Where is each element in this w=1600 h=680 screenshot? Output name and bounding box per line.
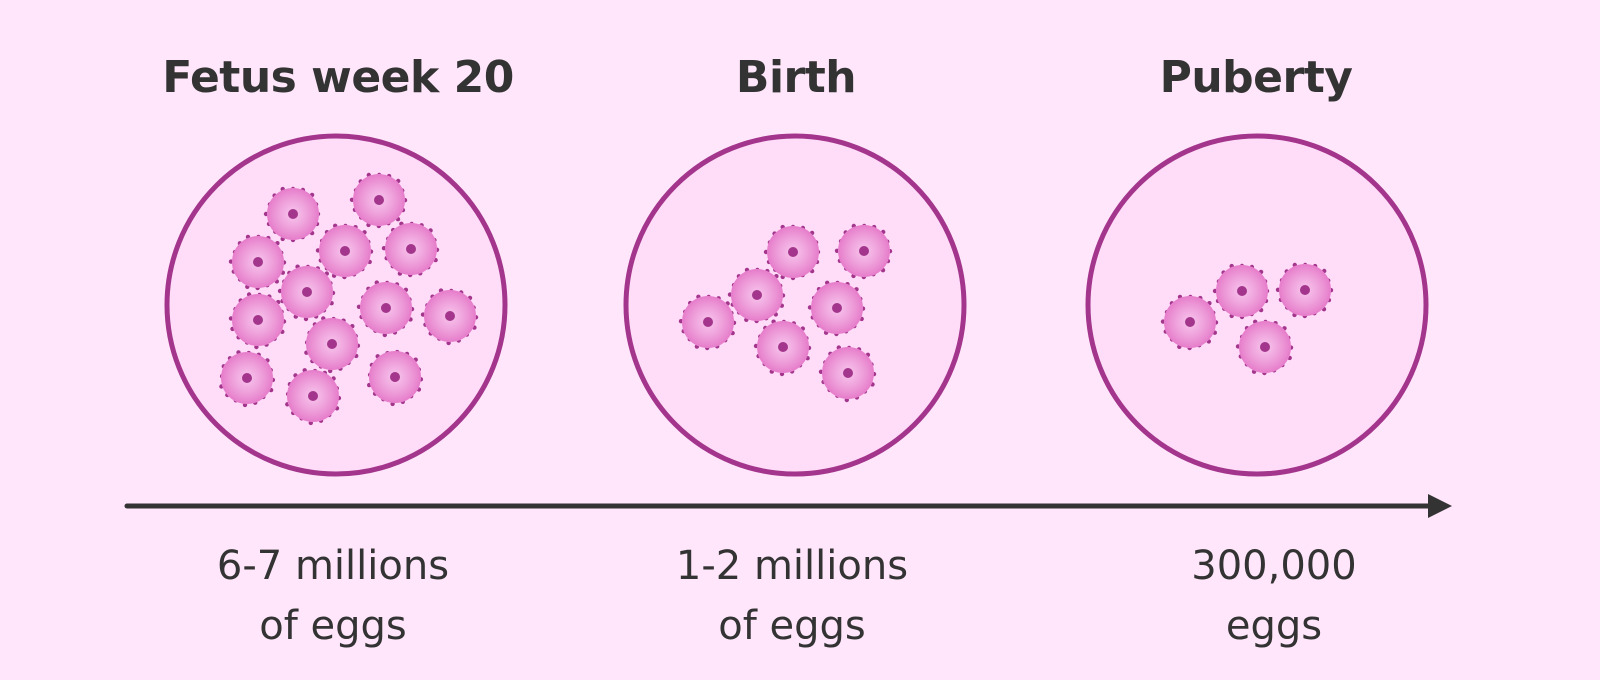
egg-cell [818,345,877,403]
egg-cell [349,172,408,229]
egg-cell [807,280,866,337]
egg-cell [277,264,336,322]
egg-count-puberty: 300,000 eggs [1064,536,1484,656]
egg-count-line-2: eggs [1225,603,1323,649]
egg-cluster-puberty [1160,262,1334,376]
egg-cell [228,292,287,350]
egg-cell [1212,263,1270,320]
egg-cell [727,267,786,324]
egg-count-line-2: of eggs [718,603,866,649]
egg-cell [420,288,479,346]
egg-cluster-fetus-week-20 [219,172,479,426]
egg-count-line-1: 1-2 millions [675,543,909,589]
stage-title-puberty: Puberty [1159,52,1353,103]
egg-cell [367,349,424,407]
egg-cell [678,294,737,351]
egg-cluster-birth [678,223,893,403]
egg-cell [834,223,893,280]
stage-circle-birth [623,133,967,477]
egg-cell [1235,319,1294,376]
egg-cell [263,186,321,243]
egg-cell [753,319,812,377]
egg-cell [228,234,287,291]
egg-count-birth: 1-2 millions of eggs [582,536,1002,656]
egg-cell [315,223,374,280]
egg-count-fetus-week-20: 6-7 millions of eggs [123,536,543,656]
egg-cell [304,316,361,374]
egg-count-line-2: of eggs [259,603,407,649]
egg-count-line-1: 300,000 [1191,543,1357,589]
timeline-arrow-head [1428,494,1452,518]
egg-cell [285,368,342,426]
egg-cell [356,280,415,338]
egg-cell [381,221,440,278]
egg-cell [1160,294,1219,351]
egg-cell [1275,262,1334,319]
stage-title-birth: Birth [735,52,857,103]
egg-cell [763,224,821,281]
stage-title-fetus-week-20: Fetus week 20 [162,52,514,103]
egg-count-line-1: 6-7 millions [216,543,450,589]
egg-cell [219,350,276,408]
